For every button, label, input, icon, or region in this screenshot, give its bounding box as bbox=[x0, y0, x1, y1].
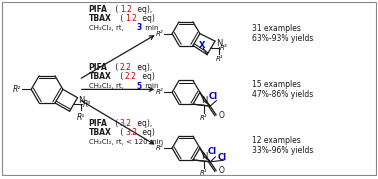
Text: 1.2: 1.2 bbox=[120, 5, 132, 14]
Text: (: ( bbox=[118, 13, 123, 23]
Text: eq),: eq), bbox=[135, 119, 152, 128]
Text: (: ( bbox=[113, 5, 118, 14]
Text: N: N bbox=[201, 152, 207, 161]
Text: eq): eq) bbox=[140, 128, 155, 137]
Text: R¹: R¹ bbox=[215, 56, 223, 62]
Text: 3.2: 3.2 bbox=[125, 128, 137, 137]
Text: R³: R³ bbox=[82, 100, 91, 109]
Text: eq): eq) bbox=[140, 13, 155, 23]
Text: (: ( bbox=[113, 63, 118, 72]
Text: R²: R² bbox=[156, 145, 163, 151]
Text: PIFA: PIFA bbox=[89, 119, 108, 128]
Text: 1.2: 1.2 bbox=[125, 13, 137, 23]
Text: N: N bbox=[216, 39, 223, 48]
Text: eq),: eq), bbox=[135, 5, 152, 14]
Text: Cl: Cl bbox=[209, 92, 218, 101]
Text: TBAX: TBAX bbox=[89, 13, 112, 23]
Text: R²: R² bbox=[156, 31, 163, 37]
Text: R¹: R¹ bbox=[200, 115, 208, 121]
Text: 5: 5 bbox=[136, 82, 141, 91]
Text: R³: R³ bbox=[220, 45, 228, 51]
Text: R¹: R¹ bbox=[200, 170, 208, 176]
Text: eq): eq) bbox=[140, 72, 155, 81]
Text: PIFA: PIFA bbox=[89, 63, 108, 72]
Text: min: min bbox=[143, 83, 158, 90]
Text: O: O bbox=[218, 166, 224, 175]
Text: R¹: R¹ bbox=[77, 113, 85, 122]
Text: 63%-93% yields: 63%-93% yields bbox=[251, 34, 313, 43]
Text: (: ( bbox=[118, 72, 123, 81]
Text: 12 examples: 12 examples bbox=[251, 136, 300, 145]
Text: 33%-96% yields: 33%-96% yields bbox=[251, 146, 313, 154]
Text: 3.2: 3.2 bbox=[120, 119, 132, 128]
Text: R²: R² bbox=[13, 85, 21, 94]
Text: PIFA: PIFA bbox=[89, 5, 108, 14]
Text: 3: 3 bbox=[136, 23, 141, 32]
Text: N: N bbox=[201, 96, 207, 105]
Text: (: ( bbox=[118, 128, 123, 137]
Text: eq),: eq), bbox=[135, 63, 152, 72]
Text: 15 examples: 15 examples bbox=[251, 80, 301, 89]
Text: Cl: Cl bbox=[217, 153, 226, 162]
Text: R²: R² bbox=[156, 89, 163, 95]
Text: TBAX: TBAX bbox=[89, 72, 112, 81]
Text: CH₂Cl₂, rt,: CH₂Cl₂, rt, bbox=[89, 83, 126, 90]
Text: N: N bbox=[78, 96, 84, 105]
Text: CH₂Cl₂, rt,: CH₂Cl₂, rt, bbox=[89, 25, 126, 31]
Text: TBAX: TBAX bbox=[89, 128, 112, 137]
Text: 2.2: 2.2 bbox=[120, 63, 132, 72]
Text: X: X bbox=[198, 41, 205, 50]
Text: 31 examples: 31 examples bbox=[251, 24, 301, 33]
Text: Cl: Cl bbox=[208, 147, 217, 156]
Text: 2.2: 2.2 bbox=[125, 72, 137, 81]
Text: O: O bbox=[218, 111, 224, 120]
Text: min: min bbox=[143, 25, 158, 31]
Text: CH₂Cl₂, rt, < 120 min: CH₂Cl₂, rt, < 120 min bbox=[89, 139, 163, 145]
Text: 47%-86% yields: 47%-86% yields bbox=[251, 90, 313, 99]
Text: (: ( bbox=[113, 119, 118, 128]
